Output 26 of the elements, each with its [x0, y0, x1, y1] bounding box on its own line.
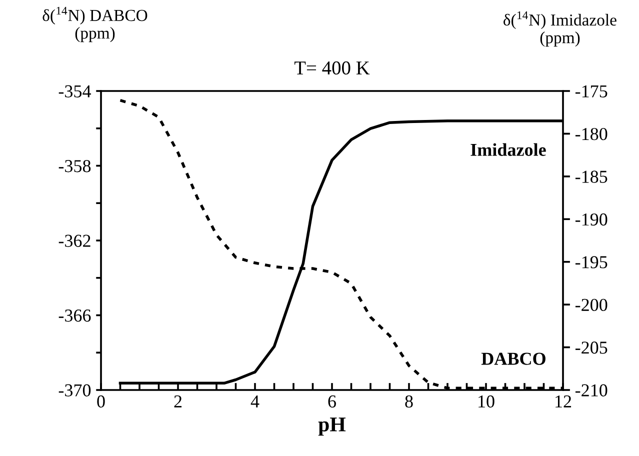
y2-axis-title: δ($^{14}$N) Imidazole (ppm) — [504, 11, 616, 47]
y-axis-title: δ($^{14}$N) DABCO (ppm) — [42, 6, 148, 42]
y-tick-label: -366 — [58, 310, 91, 322]
y2-tick-label: -200 — [575, 298, 608, 312]
x-tick-label: 12 — [556, 395, 572, 408]
series-label: DABCO — [481, 352, 546, 365]
y2-tick-label: -205 — [575, 342, 608, 354]
series-label: Imidazole — [470, 143, 546, 156]
y-tick-label: -354 — [58, 85, 91, 98]
x-tick-label: 10 — [478, 395, 494, 408]
x-tick-label: 8 — [405, 395, 413, 408]
y2-tick-label: -195 — [575, 256, 608, 268]
y2-tick-label: -190 — [575, 213, 608, 226]
x-tick-label: 2 — [174, 395, 182, 408]
y2-tick-label: -175 — [575, 85, 608, 98]
y2-tick-label: -180 — [575, 128, 608, 140]
y-tick-label: -358 — [58, 160, 91, 172]
y2-tick-label: -210 — [575, 384, 608, 396]
y-tick-label: -370 — [58, 384, 91, 396]
y-tick-label: -362 — [58, 234, 90, 247]
chart-title: T= 400 K — [294, 61, 370, 75]
x-axis-title: pH — [318, 418, 346, 436]
y2-tick-label: -185 — [575, 170, 608, 183]
x-tick-label: 0 — [97, 395, 105, 408]
x-tick-label: 4 — [250, 396, 260, 408]
x-tick-label: 6 — [328, 395, 336, 408]
